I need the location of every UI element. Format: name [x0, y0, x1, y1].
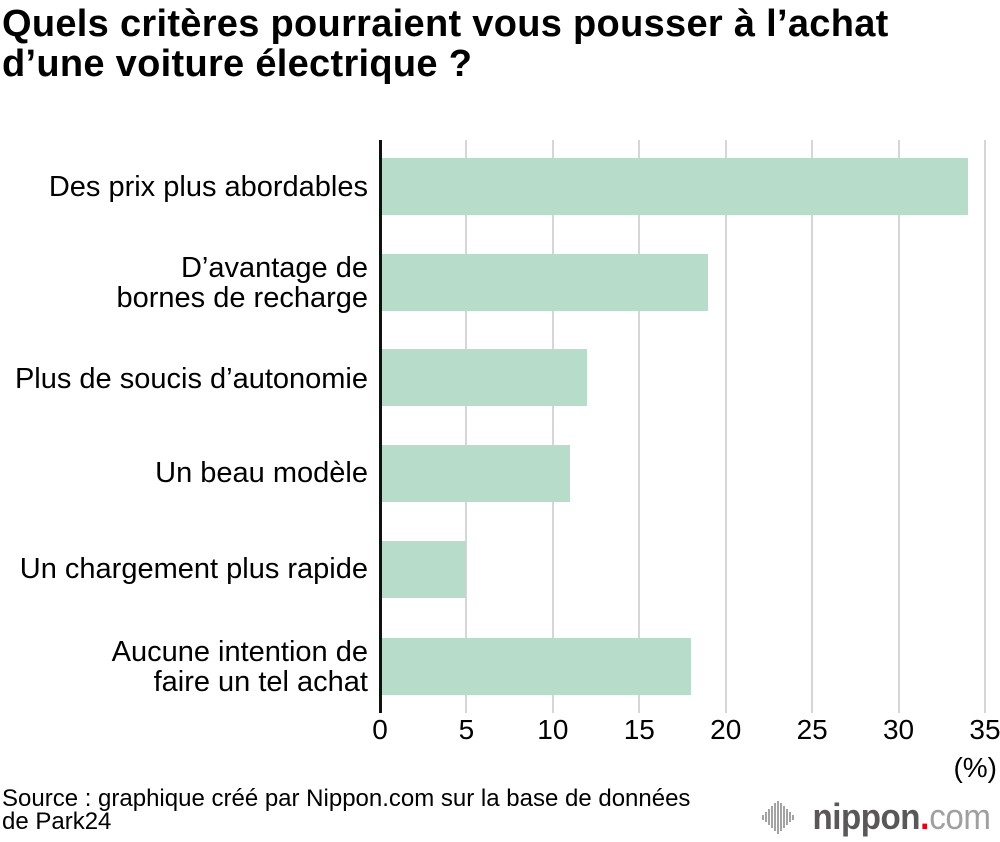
chart-title-line2: d’une voiture électrique ?	[2, 43, 473, 85]
category-label-line: Un beau modèle	[155, 457, 368, 489]
source-line1: Source : graphique créé par Nippon.com s…	[2, 785, 691, 812]
chart-title-line1: Quels critères pourraient vous pousser à…	[2, 3, 889, 45]
category-label-line: Un chargement plus rapide	[19, 553, 368, 585]
logo-text-nippon: nippon	[811, 796, 920, 837]
bar-plus-de-soucis-autonomie	[380, 349, 588, 406]
gridline-25	[811, 140, 814, 713]
x-tick-35: 35	[969, 714, 1000, 745]
category-label-beau-modele: Un beau modèle	[0, 458, 368, 488]
chart-title: Quels critères pourraient vous pousser à…	[2, 4, 889, 84]
gridline-35	[984, 140, 986, 713]
category-label-chargement-rapide: Un chargement plus rapide	[0, 554, 368, 584]
bar-des-prix-plus-abordables	[380, 158, 968, 215]
nippon-logo-text: nippon.com	[812, 796, 990, 838]
source-line2: de Park24	[2, 808, 112, 835]
category-label-aucune-intention: Aucune intention de faire un tel achat	[0, 637, 368, 697]
gridline-30	[897, 140, 900, 713]
gridline-5	[465, 140, 468, 713]
x-tick-25: 25	[796, 714, 828, 745]
x-tick-10: 10	[537, 714, 569, 745]
bar-aucune-intention	[380, 638, 692, 695]
category-label-line: Aucune intention de	[111, 636, 368, 668]
bar-un-chargement-plus-rapide	[380, 541, 467, 598]
x-axis-unit-label: (%)	[953, 752, 997, 783]
x-tick-20: 20	[710, 714, 742, 745]
gridline-10	[551, 140, 554, 713]
x-tick-30: 30	[882, 714, 915, 745]
x-axis-ticks: 0 5 10 15 20 25 30 35	[372, 714, 1000, 747]
category-label-line: bornes de recharge	[116, 282, 369, 314]
category-label-soucis-autonomie: Plus de soucis d’autonomie	[0, 364, 368, 394]
logo-text-dot: .	[919, 796, 929, 837]
x-tick-5: 5	[458, 714, 475, 745]
gridline-15	[638, 140, 641, 713]
bar-un-beau-modele	[380, 445, 571, 502]
category-label-des-prix: Des prix plus abordables	[0, 172, 368, 202]
source-note: Source : graphique créé par Nippon.com s…	[2, 785, 691, 835]
soundwave-icon	[762, 800, 794, 834]
category-label-line: Des prix plus abordables	[48, 171, 368, 203]
plot-area	[379, 140, 986, 713]
y-axis-line	[379, 140, 382, 713]
x-tick-0: 0	[372, 714, 388, 745]
category-label-davantage: D’avantage de bornes de recharge	[0, 252, 369, 314]
bar-davantage-de-bornes	[380, 254, 709, 311]
logo-text-com: com	[928, 796, 991, 837]
x-tick-15: 15	[623, 714, 655, 745]
category-label-line: D’avantage de	[180, 252, 368, 284]
category-label-line: Plus de soucis d’autonomie	[14, 363, 368, 395]
gridline-20	[724, 140, 727, 713]
category-label-line: faire un tel achat	[153, 666, 368, 698]
